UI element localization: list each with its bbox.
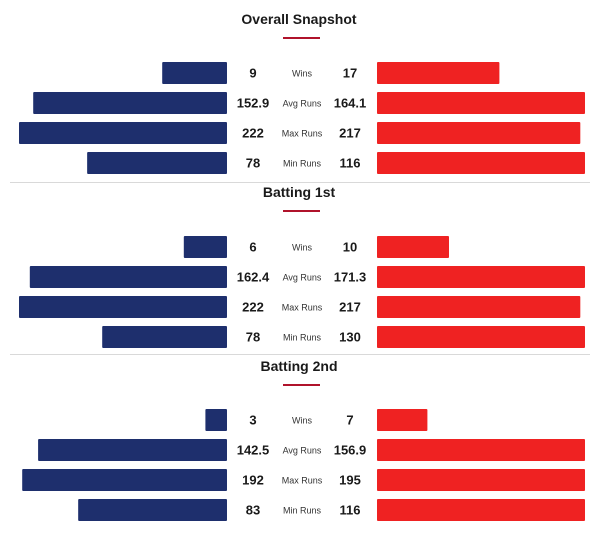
right-bar (377, 296, 581, 318)
section-divider (10, 354, 590, 355)
right-bar (377, 409, 428, 431)
right-bar (377, 499, 585, 521)
section-title: Batting 1st (262, 184, 336, 200)
metric-label: Wins (292, 69, 312, 79)
right-value-label: 130 (339, 330, 361, 345)
right-value-label: 217 (339, 126, 361, 141)
section-title: Batting 2nd (260, 358, 338, 374)
metric-label: Avg Runs (283, 273, 322, 283)
left-bar (162, 62, 227, 84)
left-value-label: 78 (246, 156, 260, 171)
right-value-label: 7 (346, 413, 353, 428)
metric-label: Max Runs (282, 476, 323, 486)
section-divider (10, 182, 590, 183)
right-value-label: 116 (340, 156, 361, 171)
title-underline (283, 210, 320, 212)
left-value-label: 142.5 (237, 443, 270, 458)
right-value-label: 195 (339, 473, 361, 488)
right-value-label: 164.1 (334, 96, 367, 111)
left-value-label: 152.9 (237, 96, 270, 111)
title-underline (283, 37, 320, 39)
left-bar (19, 296, 227, 318)
metric-label: Min Runs (283, 333, 322, 343)
metric-label: Wins (292, 243, 312, 253)
right-value-label: 17 (343, 66, 357, 81)
right-value-label: 171.3 (334, 270, 367, 285)
left-value-label: 222 (242, 126, 264, 141)
section-title: Overall Snapshot (241, 11, 357, 27)
left-value-label: 9 (249, 66, 256, 81)
left-value-label: 78 (246, 330, 260, 345)
right-value-label: 116 (340, 503, 361, 518)
left-bar (22, 469, 228, 491)
metric-label: Avg Runs (283, 446, 322, 456)
right-bar (377, 62, 500, 84)
left-bar (87, 152, 227, 174)
metric-label: Min Runs (283, 159, 322, 169)
left-bar (205, 409, 227, 431)
left-bar (33, 92, 227, 114)
right-bar (377, 326, 585, 348)
left-bar (19, 122, 227, 144)
right-bar (377, 152, 585, 174)
left-value-label: 222 (242, 300, 264, 315)
title-underline (283, 384, 320, 386)
left-value-label: 6 (249, 240, 256, 255)
right-bar (377, 469, 585, 491)
right-bar (377, 122, 581, 144)
left-value-label: 83 (246, 503, 260, 518)
left-value-label: 162.4 (237, 270, 270, 285)
metric-label: Avg Runs (283, 99, 322, 109)
right-value-label: 10 (343, 240, 357, 255)
left-bar (29, 266, 227, 288)
metric-label: Max Runs (282, 303, 323, 313)
metric-label: Min Runs (283, 506, 322, 516)
left-bar (38, 439, 227, 461)
metric-label: Wins (292, 416, 312, 426)
left-bar (78, 499, 227, 521)
metric-label: Max Runs (282, 129, 323, 139)
left-bar (183, 236, 227, 258)
right-bar (377, 92, 585, 114)
right-bar (377, 439, 585, 461)
left-value-label: 3 (249, 413, 256, 428)
left-bar (102, 326, 227, 348)
left-value-label: 192 (242, 473, 264, 488)
right-value-label: 217 (339, 300, 361, 315)
right-value-label: 156.9 (334, 443, 367, 458)
right-bar (377, 236, 449, 258)
right-bar (377, 266, 585, 288)
